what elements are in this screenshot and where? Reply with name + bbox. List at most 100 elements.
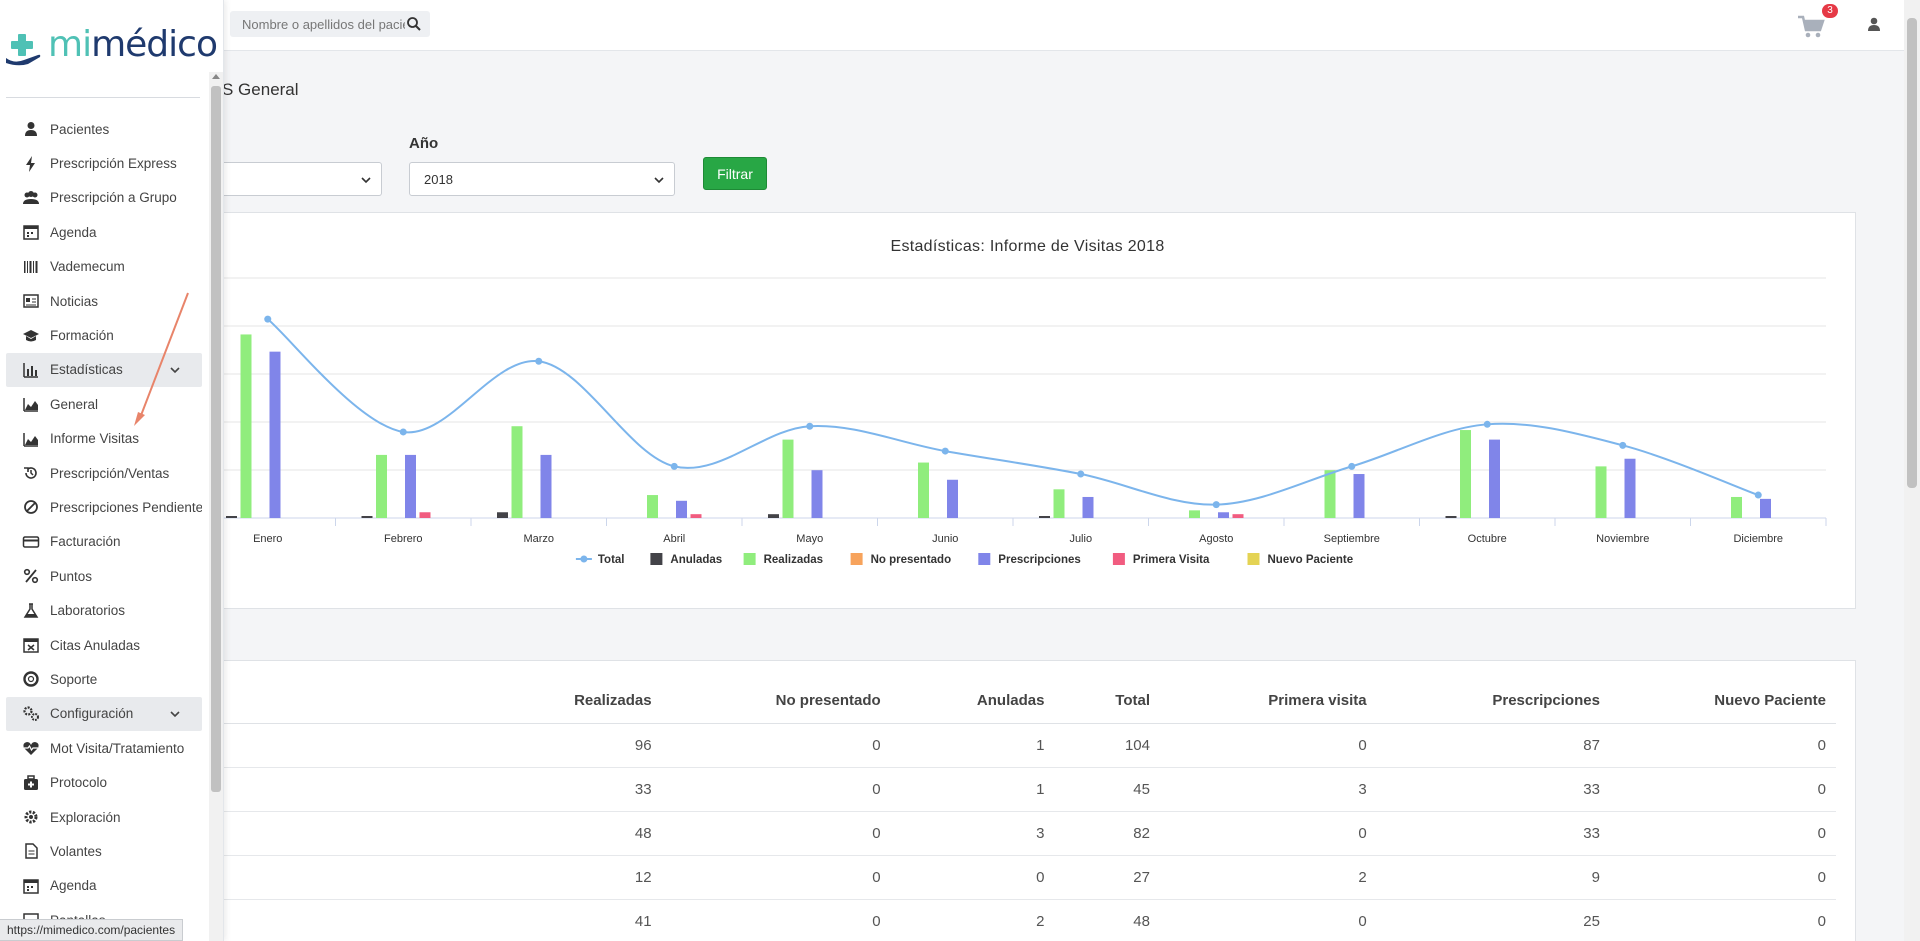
bar-anuladas (497, 512, 508, 518)
sidebar-scrollbar-thumb[interactable] (211, 86, 221, 792)
sidebar-item[interactable]: Estadísticas (6, 352, 202, 388)
sidebar-scrollbar[interactable] (209, 72, 223, 941)
point-total (941, 447, 949, 455)
sidebar-item[interactable]: Pacientes (6, 112, 202, 146)
briefcase-medical-icon (22, 774, 40, 792)
sidebar-item-label: Soporte (50, 671, 98, 687)
scroll-up-icon[interactable] (212, 74, 220, 79)
legend-item[interactable]: Total (598, 554, 625, 566)
year-label: Año (409, 135, 439, 152)
calendar-x-icon (22, 636, 40, 654)
sidebar-item-label: Puntos (50, 568, 93, 584)
chevron-down-icon (361, 177, 371, 184)
table-cell: 41 (285, 899, 662, 941)
sidebar-item[interactable]: Volantes (6, 834, 202, 868)
cart-icon[interactable] (1796, 14, 1826, 40)
search-input[interactable] (230, 11, 405, 37)
sidebar-item[interactable]: Agenda (6, 215, 202, 249)
legend-item[interactable]: Realizadas (764, 554, 823, 566)
page-scrollbar[interactable] (1904, 0, 1920, 941)
year-select[interactable]: 2018 (409, 162, 675, 196)
table-row: 12 0 0 27 2 9 0 (200, 855, 1836, 900)
x-tick-label: Noviembre (1596, 533, 1649, 545)
sidebar-item[interactable]: Prescripción a Grupo (6, 181, 202, 215)
table-header-row: Realizadas No presentado Anuladas Total Prim… (200, 679, 1836, 724)
bolt-icon (22, 155, 40, 173)
sidebar-item[interactable]: Agenda (6, 869, 202, 903)
table-cell: 2 (1159, 855, 1377, 900)
sidebar-item[interactable]: Noticias (6, 284, 202, 318)
chevron-down-icon[interactable] (170, 709, 180, 719)
table-cell: 104 (1054, 723, 1160, 768)
sidebar-item[interactable]: Formación (6, 318, 202, 352)
filter-button[interactable]: Filtrar (703, 157, 767, 190)
sidebar-item[interactable]: Puntos (6, 559, 202, 593)
sidebar-item[interactable]: Prescripción Express (6, 146, 202, 180)
bar-prescripciones (1760, 498, 1771, 518)
user-icon[interactable] (1866, 16, 1882, 32)
page-title: S General (222, 80, 299, 99)
table-header-cell: No presentado (661, 679, 891, 724)
sidebar-item[interactable]: Exploración (6, 800, 202, 834)
bar-realizadas (918, 462, 929, 518)
sidebar-item[interactable]: Citas Anuladas (6, 628, 202, 662)
bar-primera-visita (419, 512, 431, 518)
sidebar-item[interactable]: Soporte (6, 662, 202, 696)
month-select[interactable] (200, 162, 382, 196)
bar-primera-visita (1232, 514, 1244, 518)
point-total (1077, 470, 1085, 478)
visits-chart: Enero Febrero Marzo Abril Mayo Junio Julio Agos… (200, 277, 1827, 566)
sidebar-item-label: Exploración (50, 809, 121, 825)
sidebar-item-label: Noticias (50, 293, 99, 309)
legend-symbol (978, 553, 991, 565)
gear-icon (22, 808, 40, 826)
point-total (264, 315, 272, 323)
sidebar-item-label: Protocolo (50, 775, 108, 791)
point-total (1348, 462, 1356, 470)
bar-prescripciones (405, 454, 416, 518)
users-icon (22, 189, 40, 207)
legend-item[interactable]: Anuladas (670, 554, 722, 566)
legend-item[interactable]: Prescripciones (998, 554, 1080, 566)
sidebar-item[interactable]: Informe Visitas (6, 422, 202, 456)
sidebar-item-label: Vademecum (50, 259, 125, 275)
sidebar-item[interactable]: Laboratorios (6, 593, 202, 627)
sidebar-item[interactable]: General (6, 387, 202, 421)
legend-symbol (1247, 553, 1260, 565)
sidebar: mimédico Pacientes Prescripción Express Pr… (0, 0, 224, 941)
sidebar-item[interactable]: Prescripción/Ventas (6, 456, 202, 490)
bar-primera-visita (690, 514, 702, 518)
logo[interactable]: mimédico (4, 22, 224, 70)
bar-anuladas (1039, 516, 1050, 518)
flask-icon (22, 602, 40, 620)
sidebar-item[interactable]: Vademecum (6, 250, 202, 284)
bar-chart-icon (22, 361, 40, 379)
table-cell: 0 (1609, 767, 1836, 812)
search-icon[interactable] (406, 16, 422, 32)
legend-item[interactable]: Primera Visita (1133, 554, 1210, 566)
sidebar-item[interactable]: Prescripciones Pendientes (6, 490, 202, 524)
legend-item[interactable]: Nuevo Paciente (1268, 554, 1354, 566)
table-cell: 1 (890, 723, 1055, 768)
legend-item[interactable]: No presentado (871, 554, 952, 566)
chevron-down-icon[interactable] (170, 365, 180, 375)
table-cell: 2 (890, 899, 1055, 941)
sidebar-item-label: Facturación (50, 534, 121, 550)
point-total (806, 422, 814, 430)
sidebar-item[interactable]: Facturación (6, 525, 202, 559)
point-total (399, 428, 407, 436)
x-tick-label: Abril (663, 533, 685, 545)
sidebar-item[interactable]: Configuración (6, 696, 202, 732)
calendar-icon (22, 877, 40, 895)
point-total (1619, 441, 1627, 449)
sidebar-item[interactable]: Protocolo (6, 765, 202, 799)
bar-prescripciones (947, 479, 958, 518)
sidebar-item-label: Mot Visita/Tratamiento (50, 740, 185, 756)
user-icon (22, 120, 40, 138)
patient-search (230, 11, 430, 37)
sidebar-item-label: Citas Anuladas (50, 637, 141, 653)
sidebar-item-label: Volantes (50, 843, 102, 859)
sidebar-item[interactable]: Mot Visita/Tratamiento (6, 731, 202, 765)
page-scrollbar-thumb[interactable] (1907, 18, 1917, 488)
table-cell: 33 (1376, 811, 1610, 856)
